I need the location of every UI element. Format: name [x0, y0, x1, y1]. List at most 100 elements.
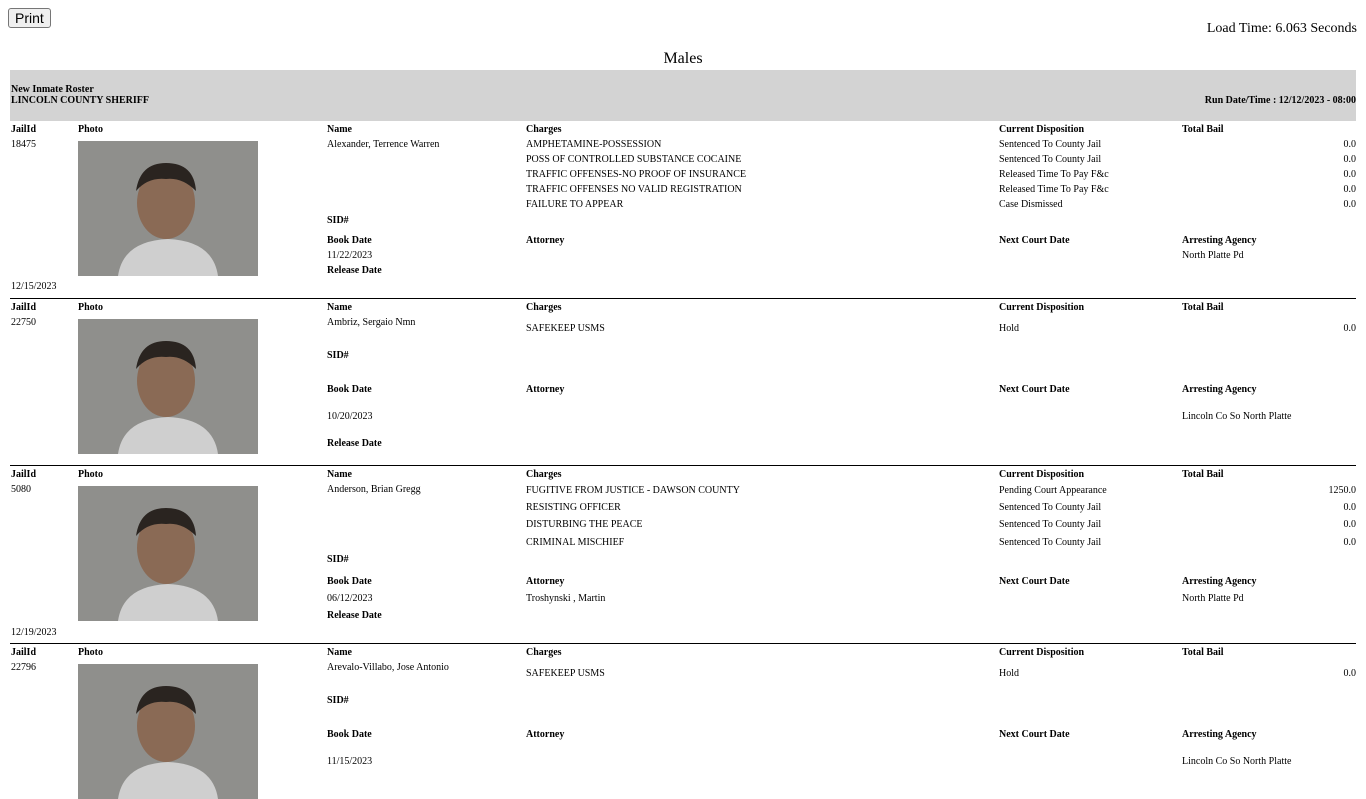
charges-header: Charges	[526, 124, 562, 135]
report-banner: New Inmate Roster LINCOLN COUNTY SHERIFF…	[10, 70, 1356, 121]
sid-label: SID#	[327, 350, 349, 361]
charge: TRAFFIC OFFENSES-NO PROOF OF INSURANCE	[526, 169, 747, 180]
print-button[interactable]: Print	[8, 8, 51, 28]
disposition: Sentenced To County Jail	[999, 537, 1102, 548]
sid-label: SID#	[327, 215, 349, 226]
attorney-header: Attorney	[526, 729, 565, 740]
disposition: Released Time To Pay F&c	[999, 184, 1109, 195]
record-divider	[10, 643, 1356, 644]
name-header: Name	[327, 124, 352, 135]
next-court-header: Next Court Date	[999, 235, 1070, 246]
attorney-header: Attorney	[526, 576, 565, 587]
bail-amount: 0.0	[1343, 519, 1357, 530]
charge: RESISTING OFFICER	[526, 502, 621, 513]
charge: CRIMINAL MISCHIEF	[526, 537, 625, 548]
inmate-name: Alexander, Terrence Warren	[327, 139, 440, 150]
jailid: 22796	[11, 662, 36, 673]
disposition: Hold	[999, 323, 1019, 334]
charges-header: Charges	[526, 302, 562, 313]
book-date: 10/20/2023	[327, 411, 373, 422]
arresting-agency: North Platte Pd	[1182, 593, 1244, 604]
arresting-agency-header: Arresting Agency	[1182, 384, 1257, 395]
person-silhouette-icon	[78, 319, 258, 454]
name-header: Name	[327, 469, 352, 480]
disposition-header: Current Disposition	[999, 302, 1085, 313]
release-date-label: Release Date	[327, 438, 382, 449]
bail-amount: 0.0	[1343, 668, 1357, 679]
release-date: 12/19/2023	[11, 627, 57, 638]
next-court-header: Next Court Date	[999, 576, 1070, 587]
photo-header: Photo	[78, 124, 103, 135]
book-date: 11/22/2023	[327, 250, 373, 261]
arresting-agency: North Platte Pd	[1182, 250, 1244, 261]
bail-amount: 0.0	[1343, 184, 1357, 195]
name-header: Name	[327, 647, 352, 658]
charge: FAILURE TO APPEAR	[526, 199, 624, 210]
charge: DISTURBING THE PEACE	[526, 519, 643, 530]
bail-amount: 0.0	[1343, 154, 1357, 165]
book-date-header: Book Date	[327, 235, 372, 246]
inmate-photo	[78, 486, 258, 621]
jailid: 18475	[11, 139, 36, 150]
photo-header: Photo	[78, 302, 103, 313]
inmate-name: Arevalo-Villabo, Jose Antonio	[327, 662, 449, 673]
inmate-name: Ambriz, Sergaio Nmn	[327, 317, 416, 328]
report-name: New Inmate Roster	[11, 84, 94, 95]
person-silhouette-icon	[78, 664, 258, 799]
book-date: 11/15/2023	[327, 756, 373, 767]
inmate-photo	[78, 664, 258, 799]
charge: POSS OF CONTROLLED SUBSTANCE COCAINE	[526, 154, 742, 165]
release-date: 12/15/2023	[11, 281, 57, 292]
jailid-header: JailId	[11, 647, 37, 658]
sid-label: SID#	[327, 554, 349, 565]
arresting-agency-header: Arresting Agency	[1182, 235, 1257, 246]
arresting-agency-header: Arresting Agency	[1182, 576, 1257, 587]
disposition-header: Current Disposition	[999, 124, 1085, 135]
arresting-agency-header: Arresting Agency	[1182, 729, 1257, 740]
disposition: Case Dismissed	[999, 199, 1063, 210]
attorney-header: Attorney	[526, 384, 565, 395]
book-date-header: Book Date	[327, 729, 372, 740]
photo-header: Photo	[78, 647, 103, 658]
disposition: Hold	[999, 668, 1019, 679]
inmate-photo	[78, 319, 258, 454]
bail-amount: 0.0	[1343, 537, 1357, 548]
disposition: Sentenced To County Jail	[999, 154, 1102, 165]
disposition-header: Current Disposition	[999, 647, 1085, 658]
arresting-agency: Lincoln Co So North Platte	[1182, 756, 1292, 767]
sid-label: SID#	[327, 695, 349, 706]
charge: SAFEKEEP USMS	[526, 668, 605, 679]
bail-amount: 0.0	[1343, 323, 1357, 334]
next-court-header: Next Court Date	[999, 384, 1070, 395]
record-divider	[10, 465, 1356, 466]
disposition: Released Time To Pay F&c	[999, 169, 1109, 180]
bail-header: Total Bail	[1182, 302, 1224, 313]
release-date-label: Release Date	[327, 610, 382, 621]
record-divider	[10, 298, 1356, 299]
inmate-photo	[78, 141, 258, 276]
bail-amount: 0.0	[1343, 139, 1357, 150]
charge: TRAFFIC OFFENSES NO VALID REGISTRATION	[526, 184, 742, 195]
attorney-header: Attorney	[526, 235, 565, 246]
bail-amount: 1250.0	[1328, 485, 1357, 496]
jailid-header: JailId	[11, 469, 37, 480]
charge: SAFEKEEP USMS	[526, 323, 605, 334]
disposition: Sentenced To County Jail	[999, 519, 1102, 530]
inmate-name: Anderson, Brian Gregg	[327, 484, 421, 495]
person-silhouette-icon	[78, 141, 258, 276]
jailid: 5080	[11, 484, 31, 495]
disposition: Sentenced To County Jail	[999, 139, 1102, 150]
jailid: 22750	[11, 317, 36, 328]
bail-amount: 0.0	[1343, 199, 1357, 210]
charge: AMPHETAMINE-POSSESSION	[526, 139, 662, 150]
section-title: Males	[663, 50, 703, 67]
book-date-header: Book Date	[327, 576, 372, 587]
name-header: Name	[327, 302, 352, 313]
jailid-header: JailId	[11, 124, 37, 135]
person-silhouette-icon	[78, 486, 258, 621]
disposition: Pending Court Appearance	[999, 485, 1107, 496]
jailid-header: JailId	[11, 302, 37, 313]
arresting-agency: Lincoln Co So North Platte	[1182, 411, 1292, 422]
agency-name: LINCOLN COUNTY SHERIFF	[11, 95, 149, 106]
run-datetime: Run Date/Time : 12/12/2023 - 08:00	[1204, 95, 1356, 106]
